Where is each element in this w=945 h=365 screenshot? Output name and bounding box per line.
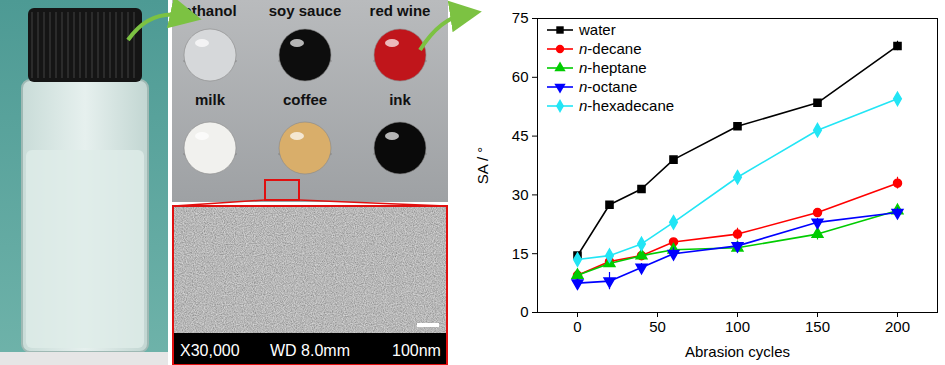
svg-text:45: 45 <box>512 127 529 144</box>
svg-text:200: 200 <box>885 318 910 335</box>
svg-text:n-hexadecane: n-hexadecane <box>579 97 674 114</box>
svg-text:60: 60 <box>512 68 529 85</box>
svg-text:SA / °: SA / ° <box>474 147 491 185</box>
svg-text:0: 0 <box>573 318 581 335</box>
svg-text:15: 15 <box>512 245 529 262</box>
svg-text:30: 30 <box>512 186 529 203</box>
svg-text:100: 100 <box>725 318 750 335</box>
svg-text:n-octane: n-octane <box>579 78 637 95</box>
svg-text:100nm: 100nm <box>392 342 441 359</box>
svg-text:0: 0 <box>520 303 528 320</box>
svg-text:50: 50 <box>649 318 666 335</box>
svg-text:milk: milk <box>195 91 226 108</box>
svg-text:150: 150 <box>805 318 830 335</box>
svg-text:n-decane: n-decane <box>579 40 642 57</box>
svg-text:coffee: coffee <box>283 91 327 108</box>
svg-text:red wine: red wine <box>370 2 431 19</box>
svg-text:ethanol: ethanol <box>183 2 236 19</box>
svg-text:ink: ink <box>389 91 411 108</box>
svg-text:Abrasion cycles: Abrasion cycles <box>685 343 790 360</box>
svg-text:water: water <box>578 21 616 38</box>
svg-text:75: 75 <box>512 9 529 26</box>
svg-text:soy sauce: soy sauce <box>269 2 342 19</box>
svg-text:WD 8.0mm: WD 8.0mm <box>270 342 350 359</box>
svg-text:X30,000: X30,000 <box>180 342 240 359</box>
svg-text:n-heptane: n-heptane <box>579 59 647 76</box>
